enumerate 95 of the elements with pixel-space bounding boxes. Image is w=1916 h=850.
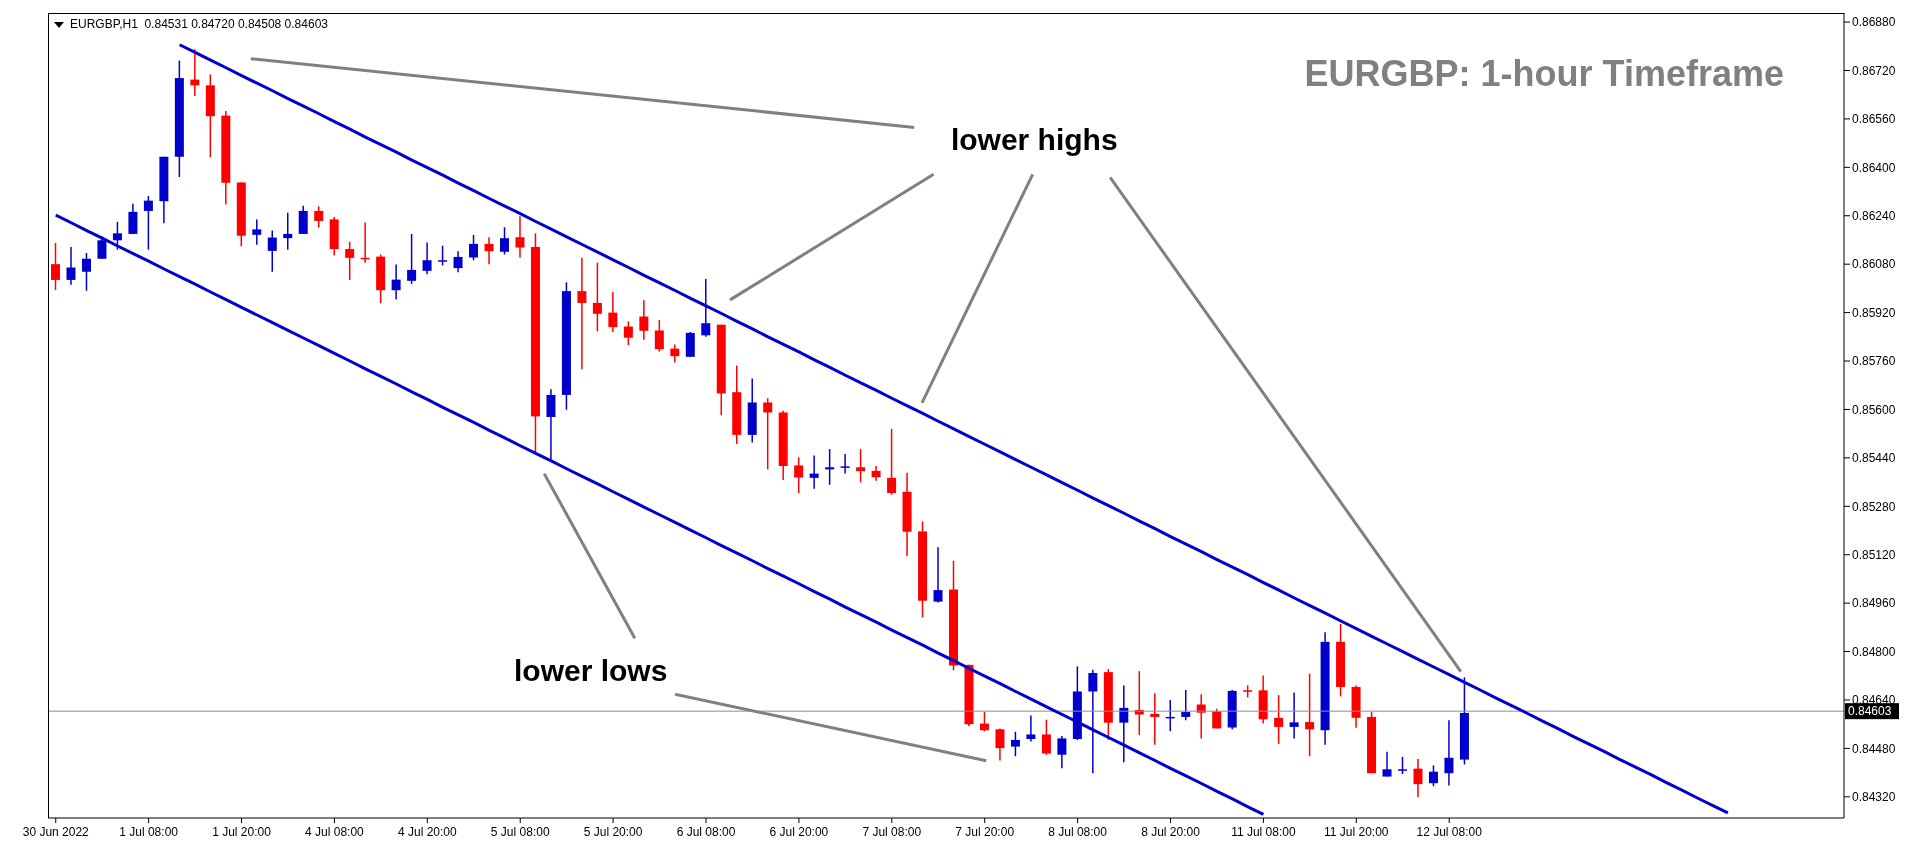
y-tick-label: 0.84480 [1852, 741, 1896, 756]
y-tick-label: 0.86720 [1852, 63, 1896, 78]
x-tick-label: 7 Jul 20:00 [955, 825, 1015, 839]
candlestick [670, 343, 680, 364]
x-tick-label: 6 Jul 20:00 [769, 825, 829, 839]
candlestick [1119, 684, 1129, 764]
annotation: lower highs [950, 123, 1118, 158]
candlestick [979, 711, 989, 732]
candlestick [887, 428, 897, 496]
candlestick [546, 388, 556, 462]
y-tick-label: 0.85440 [1852, 451, 1896, 466]
candlestick [1413, 758, 1423, 798]
candlestick [267, 229, 277, 273]
candlestick [1088, 668, 1098, 774]
y-tick-label: 0.86560 [1852, 112, 1896, 127]
candlestick [81, 252, 91, 292]
y-tick-label: 0.85920 [1852, 305, 1896, 320]
candlestick [1305, 672, 1315, 758]
candlestick [933, 546, 943, 604]
candlestick [51, 242, 60, 291]
candlestick [1150, 692, 1160, 746]
candlestick [1382, 750, 1392, 778]
candlestick [654, 319, 664, 353]
candlestick [298, 205, 308, 235]
candlestick [1289, 691, 1299, 740]
candlestick [1010, 731, 1020, 758]
candlestick [701, 278, 711, 338]
text: EURGBP: 1-hour Timeframe [1304, 53, 1784, 95]
candlestick [592, 261, 602, 333]
candlestick [639, 299, 649, 341]
candlestick [623, 320, 633, 346]
candlestick [1428, 764, 1438, 787]
candlestick [469, 234, 479, 261]
chart-subtitle: EURGBP,H1 0.84531 0.84720 0.84508 0.84603 [70, 17, 328, 31]
y-tick-label: 0.84320 [1852, 790, 1896, 805]
candlestick [515, 215, 525, 259]
x-tick-label: 12 Jul 08:00 [1416, 825, 1483, 839]
candlestick [128, 202, 138, 235]
x-tick-label: 11 Jul 08:00 [1231, 825, 1296, 839]
candlestick [500, 226, 509, 256]
x-tick-label: 4 Jul 08:00 [305, 825, 365, 839]
candlestick [1026, 714, 1036, 743]
candlestick [995, 727, 1005, 762]
y-tick-label: 0.85280 [1852, 499, 1896, 514]
candlestick [252, 218, 262, 246]
candlestick [1041, 718, 1051, 756]
candlestick [112, 221, 122, 251]
x-tick-label: 7 Jul 08:00 [862, 825, 922, 839]
candlestick [809, 454, 819, 490]
candlestick [484, 236, 494, 265]
candlestick [1181, 689, 1191, 721]
y-tick-label: 0.84960 [1852, 596, 1896, 611]
candlestick [391, 263, 401, 301]
candlestick [825, 448, 835, 486]
x-tick-label: 8 Jul 08:00 [1048, 825, 1108, 839]
y-tick-label: 0.84800 [1852, 644, 1896, 659]
annotation: lower lows [513, 653, 668, 688]
y-tick-label: 0.86400 [1852, 160, 1896, 175]
candlestick [283, 211, 293, 251]
x-tick-label: 11 Jul 20:00 [1324, 825, 1389, 839]
candlestick [577, 257, 587, 370]
x-tick-label: 6 Jul 08:00 [676, 825, 736, 839]
y-tick-label: 0.86080 [1852, 257, 1896, 272]
x-tick-label: 1 Jul 08:00 [119, 825, 179, 839]
x-tick-label: 8 Jul 20:00 [1141, 825, 1201, 839]
candlestick [608, 291, 618, 333]
candlestick [422, 241, 432, 275]
x-tick-label: 5 Jul 08:00 [490, 825, 550, 839]
candlestick [1274, 694, 1284, 745]
x-tick-label: 4 Jul 20:00 [397, 825, 458, 839]
x-tick-label: 30 Jun 2022 [22, 825, 90, 839]
candlestick [345, 241, 355, 281]
candlestick [314, 205, 324, 229]
candlestick [407, 233, 417, 285]
candlestick [1057, 735, 1067, 770]
line-series [54, 213, 1265, 816]
y-tick-label: 0.85120 [1852, 547, 1896, 562]
ref-line-label: 0.84603 [1848, 704, 1892, 719]
x-tick-label: 5 Jul 20:00 [583, 825, 643, 839]
candlestick [66, 246, 76, 286]
candlestick [1444, 719, 1454, 787]
candlestick [143, 195, 153, 251]
x-tick-label: 1 Jul 20:00 [212, 825, 272, 839]
candlestick [438, 244, 448, 267]
y-tick-label: 0.86240 [1852, 209, 1896, 224]
y-tick-label: 0.85600 [1852, 402, 1896, 417]
y-tick-label: 0.86880 [1852, 15, 1896, 30]
candlestick [97, 235, 107, 260]
candlestick [453, 250, 463, 274]
candlestick [840, 453, 850, 475]
candlestick [794, 456, 804, 494]
candlestick [685, 331, 695, 358]
candlestick [763, 397, 773, 471]
candlestick [856, 448, 866, 484]
y-tick-label: 0.85760 [1852, 354, 1896, 369]
